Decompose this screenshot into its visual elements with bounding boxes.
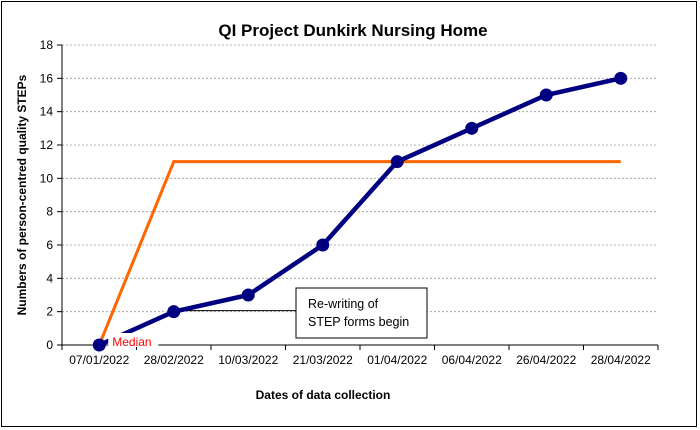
y-tick-label: 10 (40, 171, 54, 185)
x-tick-label: 28/02/2022 (144, 353, 204, 367)
data-point (465, 121, 479, 135)
annotation-text: Re-writing of (308, 297, 379, 311)
x-tick-label: 28/04/2022 (591, 353, 651, 367)
y-tick-label: 8 (46, 205, 53, 219)
data-point (614, 71, 628, 85)
data-point (539, 88, 553, 102)
y-tick-label: 12 (40, 138, 54, 152)
data-point (241, 288, 255, 302)
y-tick-label: 16 (40, 71, 54, 85)
x-tick-label: 06/04/2022 (442, 353, 502, 367)
median-label-background (108, 333, 159, 347)
x-tick-label: 10/03/2022 (218, 353, 278, 367)
x-tick-label: 01/04/2022 (367, 353, 427, 367)
data-point (167, 305, 181, 319)
data-line (98, 76, 622, 348)
annotation-box (295, 287, 428, 339)
x-tick-label: 07/01/2022 (69, 353, 129, 367)
x-axis-label: Dates of data collection (256, 388, 391, 402)
chart-title: QI Project Dunkirk Nursing Home (218, 21, 487, 40)
data-point (316, 238, 330, 252)
y-tick-label: 14 (40, 105, 54, 119)
annotation-text: STEP forms begin (308, 315, 409, 329)
y-tick-label: 4 (46, 271, 53, 285)
y-tick-label: 6 (46, 238, 53, 252)
y-tick-label: 18 (40, 38, 54, 52)
y-axis-label: Numbers of person-centred quality STEPs (15, 74, 29, 315)
y-tick-label: 0 (46, 338, 53, 352)
y-tick-label: 2 (46, 305, 53, 319)
data-point (92, 338, 106, 352)
median-label: Median (112, 335, 151, 349)
data-point (390, 155, 404, 169)
x-tick-label: 26/04/2022 (516, 353, 576, 367)
median-line (97, 160, 621, 346)
x-tick-label: 21/03/2022 (293, 353, 353, 367)
